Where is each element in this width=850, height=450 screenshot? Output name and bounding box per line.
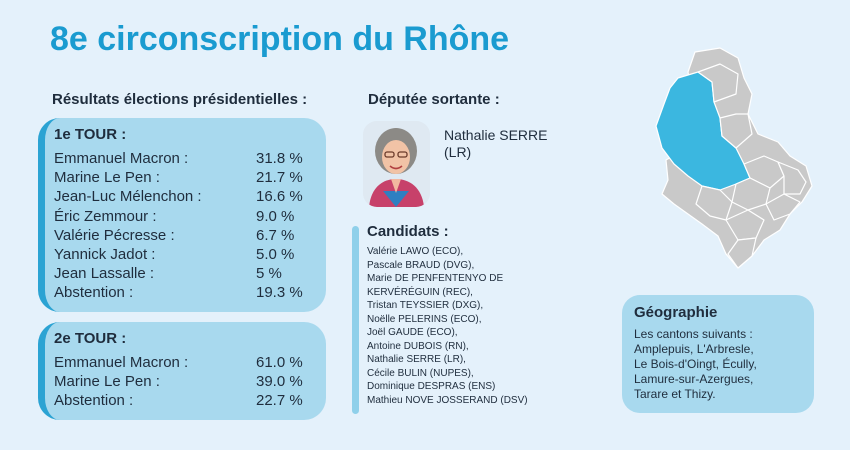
- candidate-value: 6.7 %: [256, 226, 295, 244]
- round2-rows: Emmanuel Macron : 61.0 % Marine Le Pen : 3…: [54, 353, 308, 411]
- result-row: Abstention : 19.3 %: [54, 283, 308, 302]
- candidate-name: Éric Zemmour :: [54, 207, 157, 225]
- candidate-name: Emmanuel Macron :: [54, 354, 189, 371]
- geography-text: Les cantons suivants : Amplepuis, L'Arbr…: [634, 327, 802, 402]
- list-item: Noëlle PELERINS (ECO),: [367, 313, 482, 325]
- result-row: Emmanuel Macron : 31.8 %: [54, 149, 308, 168]
- candidate-value: 21.7 %: [256, 169, 303, 187]
- round1-results-box: 1e TOUR : Emmanuel Macron : 31.8 % Marine…: [38, 118, 326, 312]
- candidate-name: Marine Le Pen :: [54, 373, 160, 391]
- list-item: Valérie LAWO (ECO),: [367, 246, 464, 257]
- candidates-list: Valérie LAWO (ECO), Pascale BRAUD (DVG),…: [367, 245, 567, 407]
- result-row: Yannick Jadot : 5.0 %: [54, 245, 308, 264]
- candidate-value: 5.0 %: [256, 246, 295, 264]
- list-item: Pascale BRAUD (DVG),: [367, 259, 475, 271]
- deputy-name-line: Nathalie SERRE: [444, 127, 548, 143]
- geography-line: Les cantons suivants :: [634, 327, 753, 341]
- candidate-value: 22.7 %: [256, 392, 303, 410]
- deputy-heading: Députée sortante :: [368, 91, 500, 108]
- geography-line: Le Bois-d'Oingt, Écully,: [634, 357, 757, 371]
- candidate-name: Jean-Luc Mélenchon :: [54, 188, 202, 206]
- result-row: Emmanuel Macron : 61.0 %: [54, 353, 308, 372]
- list-item: Cécile BULIN (NUPES),: [367, 367, 474, 379]
- result-row: Abstention : 22.7 %: [54, 391, 308, 410]
- map-canton: [697, 63, 739, 103]
- round1-label: 1e TOUR :: [54, 126, 127, 143]
- geography-line: Amplepuis, L'Arbresle,: [634, 342, 754, 356]
- map-canton: [725, 209, 765, 241]
- candidate-name: Yannick Jadot :: [54, 246, 156, 264]
- candidate-name: Jean Lassalle :: [54, 265, 155, 283]
- candidate-value: 61.0 %: [256, 354, 303, 371]
- candidate-value: 9.0 %: [256, 207, 295, 225]
- geography-box: Géographie Les cantons suivants : Amplep…: [622, 295, 814, 413]
- list-item: Dominique DESPRAS (ENS): [367, 381, 496, 392]
- geography-line: Lamure-sur-Azergues,: [634, 372, 754, 386]
- geography-line: Tarare et Thizy.: [634, 387, 716, 401]
- candidate-value: 16.6 %: [256, 188, 303, 206]
- map-canton: [777, 161, 807, 195]
- candidate-name: Abstention :: [54, 392, 134, 410]
- result-row: Jean Lassalle : 5 %: [54, 264, 308, 283]
- candidate-name: Marine Le Pen :: [54, 169, 160, 187]
- list-item: Nathalie SERRE (LR),: [367, 354, 466, 365]
- candidate-value: 31.8 %: [256, 150, 303, 167]
- list-item: Joël GAUDE (ECO),: [367, 327, 458, 338]
- candidate-value: 39.0 %: [256, 373, 303, 391]
- candidate-name: Valérie Pécresse :: [54, 226, 175, 244]
- candidates-heading: Candidats :: [367, 223, 449, 240]
- result-row: Jean-Luc Mélenchon : 16.6 %: [54, 187, 308, 206]
- list-item: Antoine DUBOIS (RN),: [367, 340, 469, 352]
- candidate-value: 19.3 %: [256, 284, 303, 302]
- candidate-name: Abstention :: [54, 284, 134, 302]
- result-row: Marine Le Pen : 39.0 %: [54, 372, 308, 391]
- map-canton: [719, 113, 753, 149]
- list-item: Tristan TEYSSIER (DXG),: [367, 300, 484, 311]
- candidates-accent-bar: [352, 226, 359, 414]
- list-item: KERVÉRÉGUIN (REC),: [367, 286, 473, 298]
- geography-heading: Géographie: [634, 304, 718, 321]
- deputy-photo: [363, 121, 430, 207]
- round2-label: 2e TOUR :: [54, 330, 127, 347]
- rhone-map: [655, 47, 813, 269]
- result-row: Marine Le Pen : 21.7 %: [54, 168, 308, 187]
- results-heading: Résultats élections présidentielles :: [52, 91, 308, 108]
- portrait-icon: [363, 121, 430, 207]
- result-row: Éric Zemmour : 9.0 %: [54, 207, 308, 226]
- map-canton: [727, 237, 757, 269]
- candidate-name: Emmanuel Macron :: [54, 150, 189, 167]
- round2-results-box: 2e TOUR : Emmanuel Macron : 61.0 % Marine…: [38, 322, 326, 420]
- list-item: Marie DE PENFENTENYO DE: [367, 273, 504, 284]
- round1-rows: Emmanuel Macron : 31.8 % Marine Le Pen : 2…: [54, 149, 308, 303]
- deputy-name: Nathalie SERRE (LR): [444, 127, 548, 161]
- result-row: Valérie Pécresse : 6.7 %: [54, 226, 308, 245]
- map-canton: [765, 193, 801, 221]
- deputy-party: (LR): [444, 144, 472, 160]
- page-title: 8e circonscription du Rhône: [50, 20, 510, 58]
- candidate-value: 5 %: [256, 265, 282, 283]
- list-item: Mathieu NOVE JOSSERAND (DSV): [367, 394, 528, 406]
